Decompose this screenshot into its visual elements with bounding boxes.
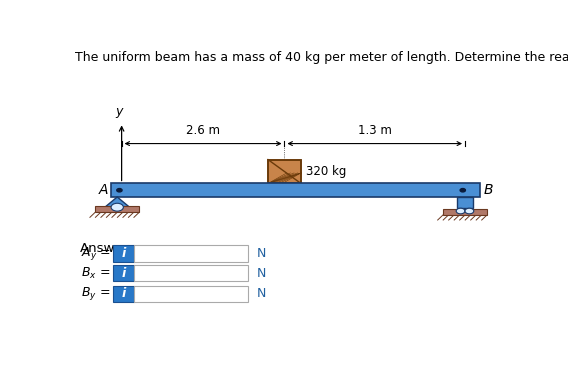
Text: i: i [121, 287, 126, 300]
Text: $B_y$ =: $B_y$ = [81, 285, 110, 302]
Text: y: y [116, 105, 123, 118]
Bar [268, 160, 301, 184]
Polygon shape [105, 197, 130, 207]
Bar [134, 285, 248, 302]
Text: 320 kg: 320 kg [306, 165, 346, 178]
Bar [111, 184, 481, 197]
Text: N: N [256, 287, 266, 300]
Bar [113, 285, 134, 302]
Circle shape [456, 208, 465, 214]
Bar [134, 245, 248, 262]
Bar [134, 265, 248, 281]
Bar [113, 265, 134, 281]
Bar [457, 197, 473, 208]
Text: $A_y$ =: $A_y$ = [81, 245, 111, 262]
Text: The uniform beam has a mass of 40 kg per meter of length. Determine the reaction: The uniform beam has a mass of 40 kg per… [76, 51, 568, 64]
Text: i: i [121, 267, 126, 280]
Circle shape [465, 208, 474, 214]
Text: $B_x$ =: $B_x$ = [81, 266, 110, 281]
Circle shape [460, 189, 465, 192]
Circle shape [111, 203, 123, 211]
Text: B: B [484, 183, 494, 197]
Bar [113, 245, 134, 262]
Circle shape [117, 189, 122, 192]
Text: 1.3 m: 1.3 m [358, 124, 392, 137]
Bar [268, 160, 301, 184]
Text: i: i [121, 247, 126, 260]
Text: N: N [256, 247, 266, 260]
Text: N: N [256, 267, 266, 280]
Bar [443, 209, 487, 215]
Text: A: A [99, 183, 108, 197]
Bar [95, 206, 139, 212]
Bar [268, 160, 301, 184]
Text: 2.6 m: 2.6 m [186, 124, 220, 137]
Text: Answers:: Answers: [80, 242, 140, 255]
